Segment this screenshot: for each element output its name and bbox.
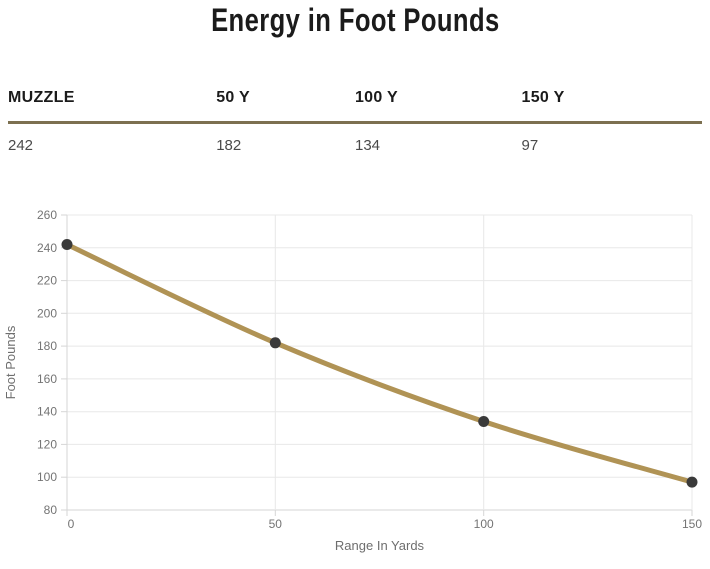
data-point[interactable] [269,337,281,349]
y-axis-title: Foot Pounds [3,325,18,399]
y-tick-label: 160 [37,372,57,386]
x-tick-label: 150 [682,517,702,531]
y-tick-label: 180 [37,339,57,353]
x-tick-label: 0 [68,517,75,531]
table-header-50y: 50 Y [216,89,251,106]
x-tick-label: 100 [474,517,494,531]
table-header-muzzle: MUZZLE [8,89,75,106]
table-value-muzzle: 242 [8,137,34,154]
table-header-100y: 100 Y [354,89,399,106]
y-tick-label: 200 [37,306,57,320]
data-point[interactable] [61,239,73,250]
energy-line-chart[interactable]: 80 100 120 140 160 180 200 220 240 260 0 50 100 150 Ra… [0,190,710,569]
y-tick-label: 220 [37,274,57,288]
table-header-150y: 150 Y [521,89,565,106]
x-axis-title: Range In Yards [335,538,425,553]
y-tick-label: 240 [37,241,57,255]
energy-table: MUZZLE 50 Y 100 Y 150 Y 242 182 134 97 [8,88,702,155]
table-value-50y: 182 [216,137,242,154]
x-tick-label: 50 [269,517,283,531]
page-title: Energy in Foot Pounds [0,0,710,40]
y-tick-label: 100 [37,470,57,484]
table-header-row: MUZZLE 50 Y 100 Y 150 Y [8,88,702,124]
y-tick-label: 140 [37,405,57,419]
page-title-text: Energy in Foot Pounds [210,2,500,38]
table-value-100y: 134 [354,137,381,154]
y-tick-label: 80 [44,503,58,517]
energy-line-series [65,242,693,485]
table-row: 242 182 134 97 [8,124,702,155]
y-tick-label: 120 [37,437,57,451]
data-point[interactable] [686,476,698,488]
table-value-150y: 97 [521,137,539,154]
data-point[interactable] [478,416,490,427]
y-tick-label: 260 [37,208,57,222]
